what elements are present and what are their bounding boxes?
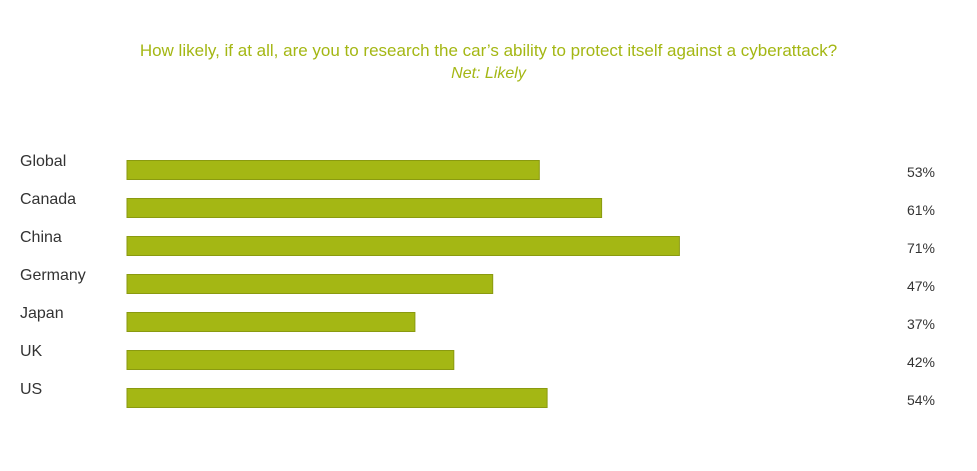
bar [126, 236, 680, 256]
category-label: China [20, 229, 62, 246]
category-label: Canada [20, 191, 76, 208]
bar [126, 312, 416, 332]
category-label: US [20, 381, 42, 398]
value-label: 54% [907, 392, 935, 408]
bar [126, 198, 603, 218]
bar [126, 388, 548, 408]
value-label: 61% [907, 202, 935, 218]
bar [126, 350, 455, 370]
category-label: Global [20, 153, 66, 170]
chart-subtitle: Net: Likely [451, 65, 526, 82]
value-label: 42% [907, 354, 935, 370]
value-label: 53% [907, 164, 935, 180]
category-label: UK [20, 343, 43, 360]
value-label: 37% [907, 316, 935, 332]
value-label: 47% [907, 278, 935, 294]
category-label: Germany [20, 267, 86, 284]
value-label: 71% [907, 240, 935, 256]
bar [126, 160, 540, 180]
bar [126, 274, 494, 294]
chart-title: How likely, if at all, are you to resear… [139, 41, 838, 60]
category-label: Japan [20, 305, 64, 322]
